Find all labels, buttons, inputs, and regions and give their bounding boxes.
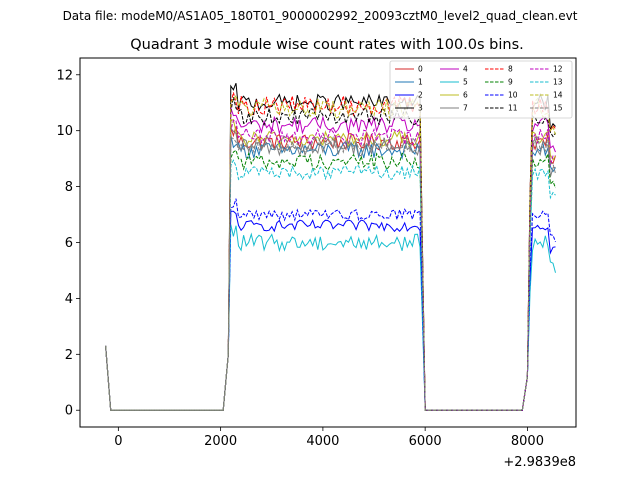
legend-label-6: 6	[463, 91, 468, 100]
series-line-8	[105, 92, 556, 411]
y-axis: 0 2 4 6 8 10 12	[56, 68, 80, 419]
series-line-6	[105, 118, 556, 411]
legend-label-2: 2	[418, 91, 423, 100]
series-group	[105, 83, 556, 411]
y-tick-label: 6	[65, 236, 73, 251]
legend-label-1: 1	[418, 78, 423, 87]
x-tick-label: 6000	[409, 434, 442, 449]
series-line-15	[105, 135, 556, 411]
legend-label-14: 14	[553, 91, 563, 100]
y-tick-label: 2	[65, 348, 73, 363]
legend-label-9: 9	[508, 78, 513, 87]
chart-suptitle: Data file: modeM0/AS1A05_180T01_90000029…	[63, 9, 578, 23]
series-line-2	[105, 210, 556, 411]
series-line-4	[105, 107, 556, 411]
legend-label-4: 4	[463, 65, 468, 74]
legend-label-3: 3	[418, 104, 423, 113]
y-tick-label: 8	[65, 180, 73, 195]
legend-label-10: 10	[508, 91, 518, 100]
legend-label-12: 12	[553, 65, 563, 74]
legend-label-8: 8	[508, 65, 513, 74]
x-tick-label: 0	[114, 434, 122, 449]
x-tick-label: 4000	[306, 434, 339, 449]
series-line-7	[105, 126, 556, 411]
series-line-9	[105, 149, 556, 411]
x-tick-label: 8000	[511, 434, 544, 449]
x-axis: 0 2000 4000 6000 8000	[114, 427, 544, 449]
x-offset-label: +2.9839e8	[503, 455, 576, 470]
series-line-0	[105, 126, 556, 411]
legend-label-13: 13	[553, 78, 563, 87]
y-tick-label: 10	[56, 124, 73, 139]
x-tick-label: 2000	[204, 434, 237, 449]
series-line-10	[105, 198, 556, 411]
legend-label-5: 5	[463, 78, 468, 87]
legend-box	[389, 60, 573, 119]
y-tick-label: 12	[56, 68, 73, 83]
series-line-3	[105, 83, 556, 411]
y-tick-label: 4	[65, 292, 73, 307]
legend-label-15: 15	[553, 104, 563, 113]
series-line-13	[105, 159, 556, 411]
series-line-5	[105, 224, 556, 411]
legend-label-0: 0	[418, 65, 423, 74]
y-tick-label: 0	[65, 404, 73, 419]
legend-label-7: 7	[463, 104, 468, 113]
legend-label-11: 11	[508, 104, 518, 113]
series-line-12	[105, 119, 556, 411]
chart-title: Quadrant 3 module wise count rates with …	[130, 37, 524, 53]
